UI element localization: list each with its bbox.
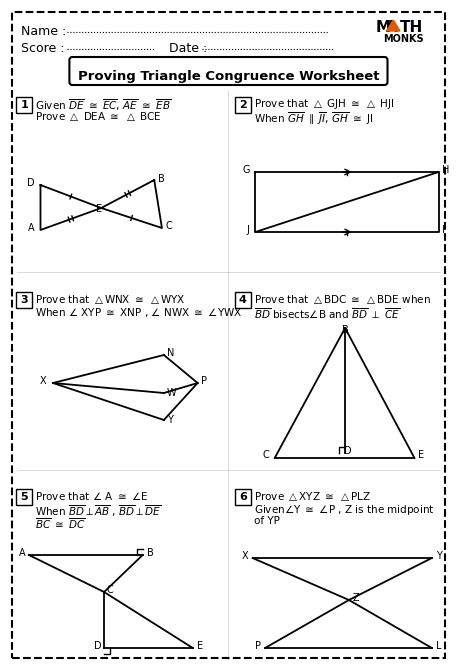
FancyBboxPatch shape: [235, 489, 251, 505]
Text: $\overline{BD}$ bisects$\angle$B and $\overline{BD}$ $\perp$ $\overline{CE}$: $\overline{BD}$ bisects$\angle$B and $\o…: [254, 306, 400, 321]
Text: When $\angle$ XYP $\cong$ XNP , $\angle$ NWX $\cong$ $\angle$YWX: When $\angle$ XYP $\cong$ XNP , $\angle$…: [35, 306, 242, 319]
Text: B: B: [146, 548, 153, 558]
Text: L: L: [436, 641, 441, 651]
Text: MONKS: MONKS: [383, 34, 423, 44]
Text: of YP: of YP: [254, 516, 279, 526]
Text: G: G: [242, 165, 250, 175]
Text: C: C: [107, 585, 114, 595]
Text: B: B: [158, 174, 165, 184]
Text: 6: 6: [239, 492, 247, 502]
Text: Proving Triangle Congruence Worksheet: Proving Triangle Congruence Worksheet: [78, 70, 379, 83]
Text: Prove $\triangle$XYZ $\cong$ $\triangle$PLZ: Prove $\triangle$XYZ $\cong$ $\triangle$…: [254, 490, 371, 503]
Text: 1: 1: [20, 100, 28, 110]
FancyBboxPatch shape: [69, 57, 387, 85]
Text: C: C: [166, 221, 173, 231]
Text: Date :: Date :: [169, 42, 207, 55]
Text: M: M: [376, 20, 391, 35]
Text: N: N: [167, 348, 174, 358]
Text: Name :: Name :: [21, 25, 66, 38]
Text: Given $\overline{DE}$ $\cong$ $\overline{EC}$, $\overline{AE}$ $\cong$ $\overlin: Given $\overline{DE}$ $\cong$ $\overline…: [35, 97, 171, 113]
FancyBboxPatch shape: [17, 292, 32, 308]
Text: Prove that $\triangle$ GJH $\cong$ $\triangle$ HJI: Prove that $\triangle$ GJH $\cong$ $\tri…: [254, 97, 394, 111]
Text: When $\overline{GH}$ $\parallel$ $\overline{JI}$, $\overline{GH}$ $\cong$ JI: When $\overline{GH}$ $\parallel$ $\overl…: [254, 110, 373, 127]
Text: J: J: [247, 225, 250, 235]
FancyBboxPatch shape: [235, 97, 251, 113]
Text: P: P: [201, 376, 208, 386]
Text: Prove that $\triangle$WNX $\cong$ $\triangle$WYX: Prove that $\triangle$WNX $\cong$ $\tria…: [35, 293, 185, 306]
Text: B: B: [342, 325, 348, 335]
Text: A: A: [28, 223, 35, 233]
Text: I: I: [442, 225, 445, 235]
Text: Prove that $\angle$ A $\cong$ $\angle$E: Prove that $\angle$ A $\cong$ $\angle$E: [35, 490, 148, 502]
Text: W: W: [167, 388, 176, 398]
Text: D: D: [93, 641, 101, 651]
Text: X: X: [40, 376, 46, 386]
Text: A: A: [18, 548, 25, 558]
Text: Given$\angle$Y $\cong$ $\angle$P , Z is the midpoint: Given$\angle$Y $\cong$ $\angle$P , Z is …: [254, 503, 434, 517]
Text: Y: Y: [167, 415, 173, 425]
Text: E: E: [197, 641, 203, 651]
Text: 2: 2: [239, 100, 247, 110]
Text: E: E: [419, 450, 424, 460]
Text: When $\overline{BD}\perp\overline{AB}$ , $\overline{BD}\perp\overline{DE}$: When $\overline{BD}\perp\overline{AB}$ ,…: [35, 503, 161, 519]
Text: 5: 5: [20, 492, 28, 502]
Text: E: E: [96, 204, 102, 214]
Text: Y: Y: [436, 551, 442, 561]
Polygon shape: [386, 20, 400, 31]
Text: P: P: [255, 641, 261, 651]
Text: Z: Z: [353, 593, 359, 603]
Text: 3: 3: [20, 295, 28, 305]
FancyBboxPatch shape: [235, 292, 251, 308]
Text: H: H: [442, 165, 450, 175]
Text: Prove $\triangle$ DEA $\cong$ $\triangle$ BCE: Prove $\triangle$ DEA $\cong$ $\triangle…: [35, 110, 161, 123]
Text: X: X: [242, 551, 249, 561]
Text: Score :: Score :: [21, 42, 65, 55]
FancyBboxPatch shape: [17, 97, 32, 113]
Text: D: D: [344, 446, 352, 456]
FancyBboxPatch shape: [17, 489, 32, 505]
Text: $\overline{BC}$ $\cong$ $\overline{DC}$: $\overline{BC}$ $\cong$ $\overline{DC}$: [35, 516, 86, 531]
Text: 4: 4: [239, 295, 247, 305]
Text: TH: TH: [400, 20, 423, 35]
Text: C: C: [262, 450, 269, 460]
Text: A: A: [385, 20, 397, 35]
Text: D: D: [27, 178, 35, 188]
Text: Prove that $\triangle$BDC $\cong$ $\triangle$BDE when: Prove that $\triangle$BDC $\cong$ $\tria…: [254, 293, 430, 306]
